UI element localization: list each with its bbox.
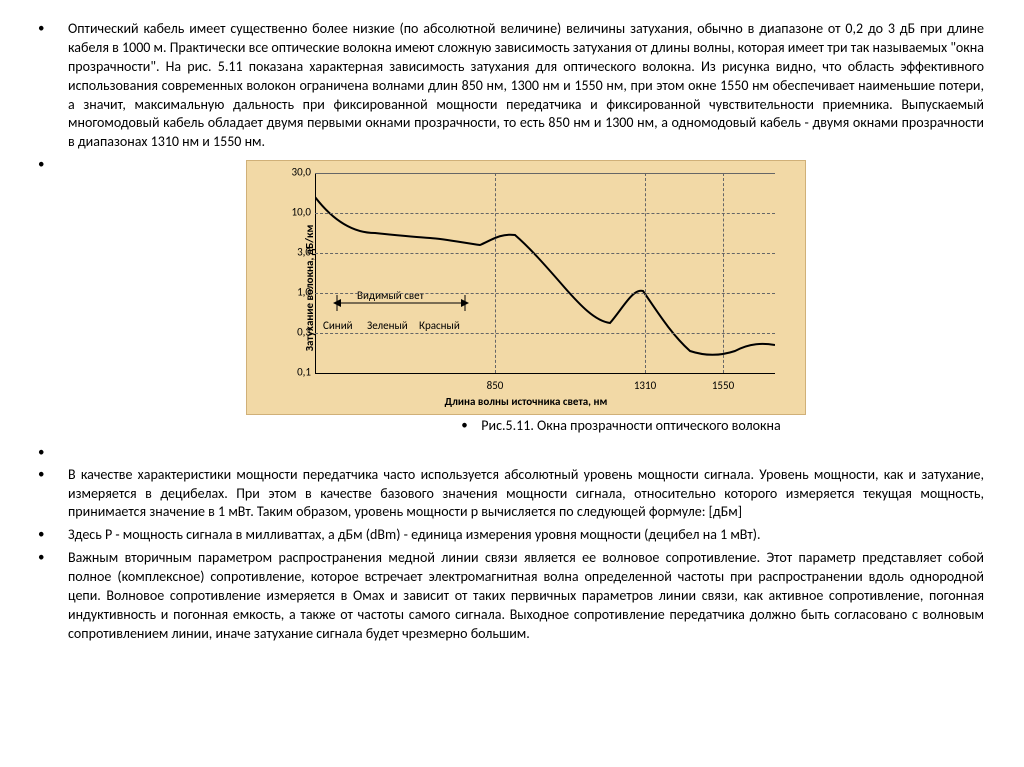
y-tick-label: 30,0: [277, 166, 311, 181]
y-tick-label: 0,3: [277, 326, 311, 341]
x-gridline: [723, 173, 724, 373]
green-label: Зеленый: [367, 319, 408, 334]
figure-caption-line: • Рис.5.11. Окна прозрачности оптическог…: [68, 417, 984, 436]
x-gridline: [645, 173, 646, 373]
y-tick-label: 0,1: [277, 366, 311, 381]
x-tick-label: 850: [487, 379, 504, 394]
bullet-item: • Важным вторичным параметром распростра…: [30, 549, 984, 643]
bullet-item: • Здесь P - мощность сигнала в милливатт…: [30, 526, 984, 545]
figure-caption: Рис.5.11. Окна прозрачности оптического …: [481, 417, 780, 436]
bullet-marker: •: [30, 20, 68, 152]
paragraph-text: Важным вторичным параметром распростране…: [68, 549, 984, 643]
x-tick-label: 1310: [634, 379, 656, 394]
y-tick-label: 10,0: [277, 206, 311, 221]
document-page: • Оптический кабель имеет существенно бо…: [0, 0, 1024, 668]
attenuation-curve: [315, 173, 775, 373]
bullet-item-empty: • Затухание волокна, дБ/км Длина волны и…: [30, 156, 984, 440]
y-tick-label: 1,0: [277, 286, 311, 301]
x-axis-label: Длина волны источника света, нм: [445, 395, 608, 410]
y-tick-label: 3,0: [277, 246, 311, 261]
y-gridline: [315, 213, 775, 214]
x-axis-line: [315, 373, 775, 374]
bullet-marker: •: [30, 526, 68, 545]
chart-figure: Затухание волокна, дБ/км Длина волны ист…: [246, 160, 806, 415]
paragraph-text: В качестве характеристики мощности перед…: [68, 466, 984, 523]
y-gridline: [315, 333, 775, 334]
bullet-marker: •: [30, 444, 68, 462]
bullet-item-empty: •: [30, 444, 984, 462]
bullet-item: • В качестве характеристики мощности пер…: [30, 466, 984, 523]
x-tick-label: 1550: [712, 379, 734, 394]
bullet-marker: •: [30, 156, 68, 440]
blue-label: Синий: [323, 319, 353, 334]
x-gridline: [495, 173, 496, 373]
paragraph-text: Оптический кабель имеет существенно боле…: [68, 20, 984, 152]
y-gridline: [315, 253, 775, 254]
bullet-marker: •: [30, 466, 68, 523]
bullet-item: • Оптический кабель имеет существенно бо…: [30, 20, 984, 152]
red-label: Красный: [419, 319, 460, 334]
visible-light-label: Видимый свет: [357, 289, 424, 304]
y-gridline: [315, 173, 775, 174]
bullet-marker: •: [30, 549, 68, 643]
paragraph-text: Здесь P - мощность сигнала в милливаттах…: [68, 526, 984, 545]
bullet-marker: •: [461, 417, 481, 435]
y-gridline: [315, 293, 775, 294]
